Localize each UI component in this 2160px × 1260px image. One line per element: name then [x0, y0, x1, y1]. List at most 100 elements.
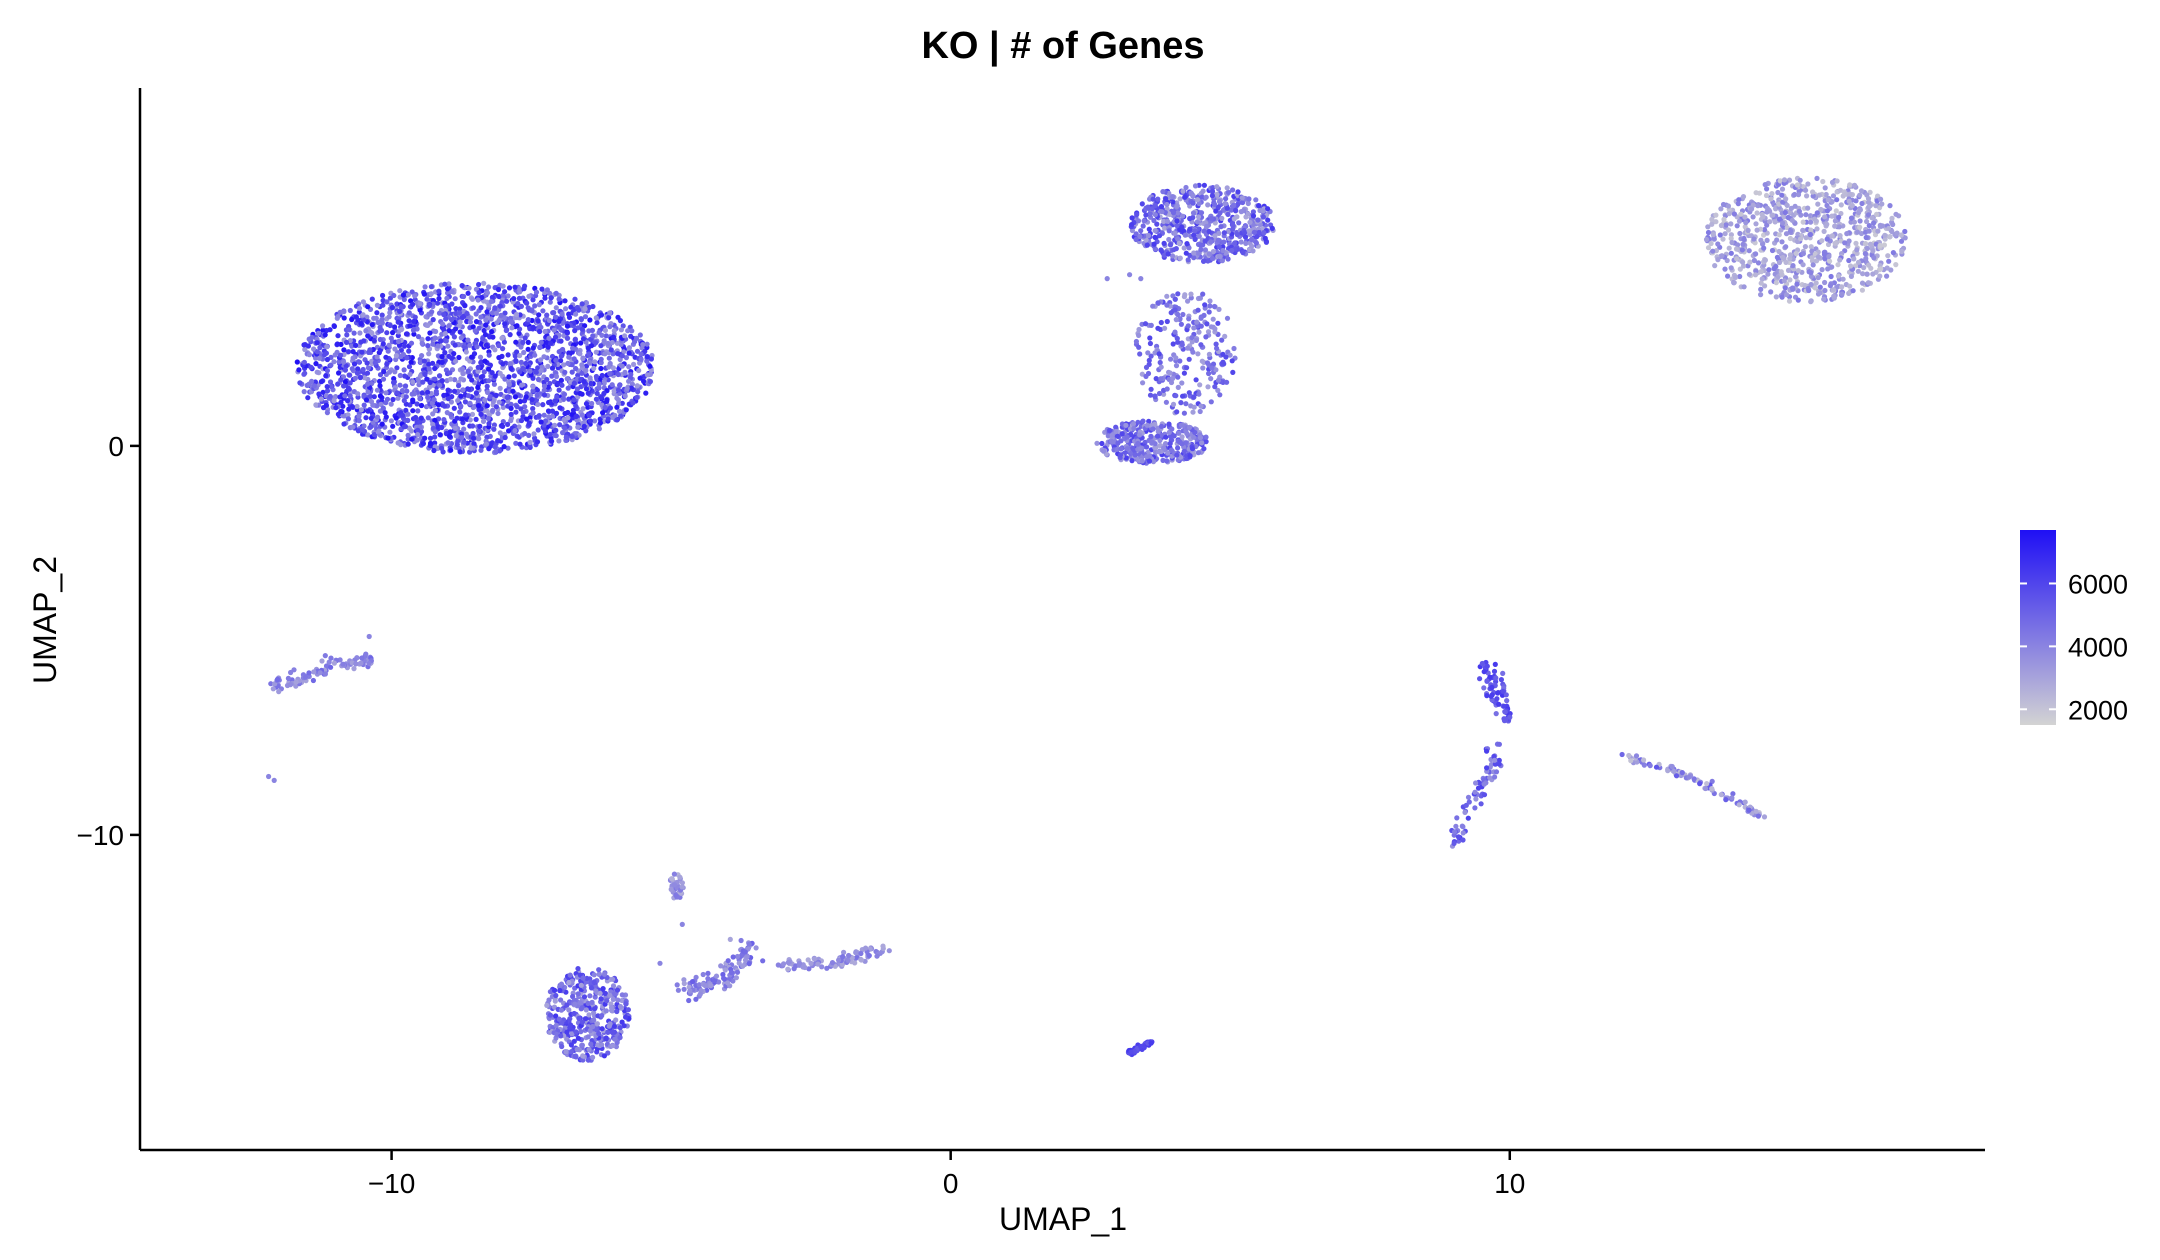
scatter-point — [1165, 251, 1171, 257]
scatter-point — [626, 350, 632, 356]
scatter-point — [508, 401, 514, 407]
scatter-point — [345, 412, 351, 418]
scatter-point — [546, 414, 552, 420]
scatter-point — [1115, 440, 1121, 446]
scatter-point — [456, 310, 463, 316]
scatter-point — [512, 394, 519, 400]
scatter-point — [623, 355, 630, 361]
scatter-point — [541, 412, 547, 418]
scatter-point — [425, 394, 431, 400]
scatter-point — [634, 394, 640, 401]
scatter-point — [369, 296, 375, 302]
scatter-point — [619, 363, 625, 369]
scatter-point — [1206, 370, 1212, 377]
scatter-point — [1847, 182, 1853, 188]
scatter-point — [1198, 247, 1204, 253]
scatter-point — [441, 311, 447, 318]
scatter-point — [349, 404, 355, 410]
scatter-point — [1185, 257, 1191, 263]
scatter-point — [384, 299, 390, 305]
scatter-point — [475, 364, 481, 370]
scatter-point — [1857, 207, 1863, 213]
scatter-point — [443, 303, 449, 309]
scatter-point — [1206, 351, 1212, 357]
scatter-point — [447, 429, 453, 435]
scatter-point — [1740, 194, 1747, 200]
scatter-point — [1179, 434, 1185, 440]
scatter-point — [1198, 323, 1204, 329]
scatter-point — [552, 998, 558, 1004]
scatter-point — [429, 309, 435, 315]
scatter-point — [1851, 256, 1857, 262]
scatter-point — [532, 303, 538, 309]
scatter-point — [1140, 223, 1146, 229]
scatter-point — [1782, 209, 1788, 216]
scatter-point — [1160, 189, 1166, 195]
scatter-point — [314, 369, 320, 375]
scatter-point — [614, 395, 620, 401]
scatter-point — [1246, 196, 1252, 202]
scatter-point — [1710, 232, 1716, 238]
scatter-point — [1198, 315, 1204, 321]
scatter-point — [1175, 374, 1181, 380]
scatter-point — [1780, 254, 1786, 261]
scatter-point — [576, 307, 582, 313]
scatter-point — [518, 417, 525, 424]
scatter-point — [437, 373, 443, 379]
scatter-point — [578, 316, 585, 323]
scatter-point — [1817, 290, 1823, 296]
scatter-point — [1168, 356, 1174, 362]
scatter-point — [411, 331, 417, 337]
scatter-point — [1201, 446, 1207, 452]
scatter-point — [1136, 332, 1142, 338]
scatter-point — [456, 383, 462, 389]
scatter-point — [1762, 257, 1768, 263]
scatter-point — [578, 982, 584, 988]
scatter-point — [1262, 235, 1268, 241]
scatter-point — [1193, 377, 1199, 383]
scatter-point — [1820, 178, 1826, 185]
scatter-point — [333, 405, 339, 411]
scatter-point — [1155, 429, 1161, 435]
scatter-point — [315, 330, 321, 336]
scatter-point — [1881, 242, 1887, 248]
scatter-point — [301, 359, 307, 365]
scatter-point — [324, 368, 330, 374]
scatter-point — [1158, 204, 1165, 210]
scatter-point — [612, 412, 618, 419]
scatter-point — [668, 886, 674, 893]
scatter-point — [558, 981, 565, 987]
scatter-point — [1191, 404, 1197, 410]
scatter-point — [270, 686, 276, 692]
scatter-point — [388, 418, 394, 424]
scatter-point — [1173, 393, 1179, 399]
scatter-point — [596, 381, 602, 387]
scatter-point — [532, 352, 538, 358]
scatter-point — [294, 359, 300, 365]
scatter-point — [415, 408, 421, 414]
scatter-point — [1824, 208, 1830, 214]
scatter-point — [571, 380, 577, 386]
scatter-point — [1186, 424, 1193, 430]
scatter-point — [493, 449, 499, 455]
scatter-point — [673, 892, 679, 898]
scatter-point — [1182, 194, 1188, 200]
scatter-point — [1219, 215, 1225, 221]
scatter-point — [589, 400, 595, 407]
scatter-point — [459, 366, 466, 372]
scatter-point — [430, 317, 436, 323]
scatter-point — [490, 334, 496, 340]
scatter-point — [285, 675, 291, 682]
scatter-point — [686, 997, 692, 1004]
scatter-point — [452, 377, 458, 383]
scatter-point — [1215, 237, 1221, 243]
scatter-point — [1760, 214, 1766, 220]
scatter-point — [463, 412, 469, 418]
scatter-point — [1746, 248, 1752, 254]
scatter-point — [1148, 433, 1154, 439]
scatter-point — [374, 387, 380, 393]
scatter-point — [1842, 240, 1848, 246]
scatter-point — [1180, 311, 1186, 318]
scatter-point — [1147, 454, 1153, 460]
scatter-point — [346, 349, 352, 355]
